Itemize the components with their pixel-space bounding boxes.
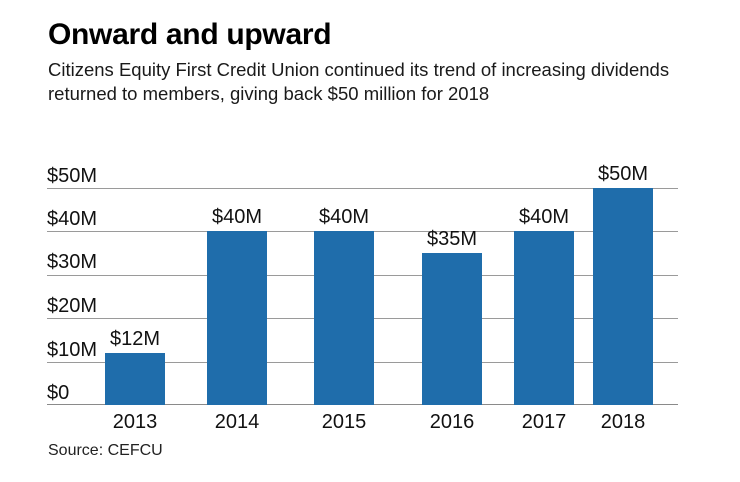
x-tick-label-2014: 2014 bbox=[214, 411, 260, 433]
y-tick-label-0: $0 bbox=[47, 382, 72, 404]
chart-title: Onward and upward bbox=[48, 18, 332, 51]
bar-2014[interactable] bbox=[207, 231, 267, 405]
x-axis-labels: 2013 2014 2015 2016 2017 2018 bbox=[47, 410, 678, 438]
x-tick-label-2013: 2013 bbox=[112, 411, 158, 433]
y-tick-label-20m: $20M bbox=[47, 295, 100, 317]
source-note: Source: CEFCU bbox=[48, 442, 163, 459]
chart-header: Onward and upward Citizens Equity First … bbox=[48, 18, 688, 106]
plot-area: $50M $40M $30M $20M $10M $0 $12M $40M $4… bbox=[47, 164, 678, 405]
y-tick-label-30m: $30M bbox=[47, 251, 100, 273]
bar-value-label-2013: $12M bbox=[109, 328, 161, 350]
bar-2015[interactable] bbox=[314, 231, 374, 405]
bar-2016[interactable] bbox=[422, 253, 482, 405]
bar-value-label-2017: $40M bbox=[518, 206, 570, 228]
gridline-50m bbox=[47, 188, 678, 189]
x-tick-label-2018: 2018 bbox=[600, 411, 646, 433]
bar-value-label-2018: $50M bbox=[597, 163, 649, 185]
y-tick-label-10m: $10M bbox=[47, 339, 100, 361]
bars-container: $12M $40M $40M $35M $40M $50M bbox=[47, 164, 678, 405]
chart-subtitle: Citizens Equity First Credit Union conti… bbox=[48, 59, 670, 104]
bar-value-label-2015: $40M bbox=[318, 206, 370, 228]
bar-2018[interactable] bbox=[593, 188, 653, 405]
x-tick-label-2017: 2017 bbox=[521, 411, 567, 433]
x-tick-label-2015: 2015 bbox=[321, 411, 367, 433]
bar-value-label-2014: $40M bbox=[211, 206, 263, 228]
bar-2017[interactable] bbox=[514, 231, 574, 405]
x-tick-label-2016: 2016 bbox=[429, 411, 475, 433]
bar-value-label-2016: $35M bbox=[426, 228, 478, 250]
y-tick-label-40m: $40M bbox=[47, 208, 100, 230]
bar-2013[interactable] bbox=[105, 352, 165, 405]
y-tick-label-50m: $50M bbox=[47, 165, 100, 187]
